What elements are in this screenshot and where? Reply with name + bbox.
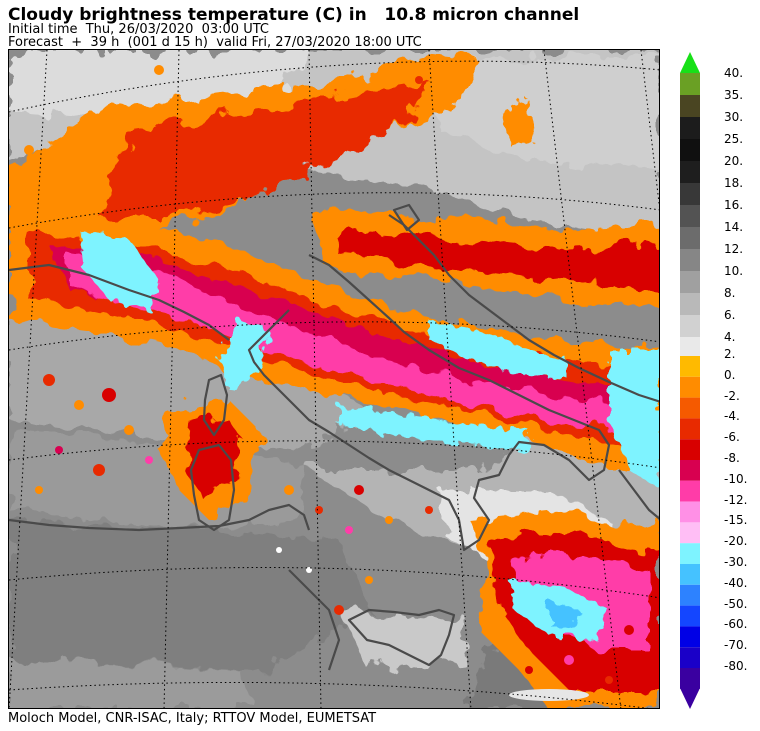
balkan-coastline xyxy=(388,214,659,403)
colorbar-tick-label: -60. xyxy=(724,617,748,632)
colorbar-tick-label: -15. xyxy=(724,513,748,528)
colorbar-tick-label: 6. xyxy=(724,308,736,322)
colorbar-segment xyxy=(680,584,700,606)
colorbar-segment xyxy=(680,439,700,460)
colorbar-tick-label: 2. xyxy=(724,347,736,361)
graticule xyxy=(9,50,659,708)
colorbar-tick-label: 18. xyxy=(724,176,744,190)
data-source-footer: Moloch Model, CNR-ISAC, Italy; RTTOV Mod… xyxy=(8,711,377,726)
colorbar-segment xyxy=(680,397,700,419)
map-canvas xyxy=(9,50,659,708)
colorbar-tick-label: -8. xyxy=(724,451,740,465)
french-coastline xyxy=(9,263,230,341)
colorbar-segment xyxy=(680,564,700,585)
colorbar-tick-label: 40. xyxy=(724,66,744,80)
colorbar-segment xyxy=(680,647,700,668)
north-africa-coastline xyxy=(9,503,311,532)
colorbar-tick-label: 25. xyxy=(724,132,744,146)
chart-title: Cloudy brightness temperature (C) in 10.… xyxy=(8,5,580,25)
colorbar-segment xyxy=(680,293,700,315)
colorbar-segment xyxy=(680,543,700,564)
colorbar-segment xyxy=(680,376,700,398)
colorbar-tick-label: 4. xyxy=(724,330,736,344)
colorbar-segment xyxy=(680,626,700,648)
colorbar-segment xyxy=(680,95,700,117)
colorbar-segment xyxy=(680,73,700,95)
colorbar-tick-label: -70. xyxy=(724,638,748,653)
colorbar-tick-label: -4. xyxy=(724,409,740,424)
sicily-coastline xyxy=(347,608,456,667)
colorbar-segment xyxy=(680,668,700,689)
colorbar-segment xyxy=(680,605,700,627)
colorbar-tick-label: 12. xyxy=(724,242,744,256)
colorbar-tick-label: -10. xyxy=(724,471,748,486)
colorbar-tick-label: 35. xyxy=(724,88,744,102)
istria-coastline xyxy=(392,203,421,232)
colorbar-lower-segments xyxy=(680,356,700,689)
scattered-convective-cells xyxy=(24,65,634,701)
colorbar-tick-label: -80. xyxy=(724,659,748,673)
colorbar-segment xyxy=(680,139,700,161)
coldest-cloud-tops xyxy=(79,100,659,640)
colorbar-tick-label: -6. xyxy=(724,430,740,445)
colorbar-segment xyxy=(680,271,700,293)
colorbar-segment xyxy=(680,501,700,523)
colorbar-tick-label: 14. xyxy=(724,220,744,234)
colorbar-segment xyxy=(680,315,700,337)
colorbar-tick-label: -30. xyxy=(724,555,748,569)
colorbar-segment xyxy=(680,418,700,440)
colorbar-segment xyxy=(680,183,700,205)
cold-cloud-bands xyxy=(9,55,659,708)
colorbar-upper-segments xyxy=(680,73,700,359)
greece-coastline xyxy=(618,469,659,520)
colorbar-segment xyxy=(680,227,700,249)
colorbar-segment xyxy=(680,117,700,139)
colorbar-segment xyxy=(680,480,700,502)
initial-time-text: Initial time Thu, 26/03/2020 03:00 UTC xyxy=(8,22,269,37)
colorbar-tick-label: 20. xyxy=(724,154,744,168)
colorbar-tick-label: -40. xyxy=(724,575,748,590)
colorbar-tick-label: 0. xyxy=(724,367,736,382)
colorbar-segment xyxy=(680,249,700,271)
colorbar-tick-label: 30. xyxy=(724,110,744,124)
colorbar-segment xyxy=(680,161,700,183)
colorbar-segment xyxy=(680,356,700,377)
colorbar-tick-label: -20. xyxy=(724,534,748,549)
colorbar-tick-label: 8. xyxy=(724,286,736,300)
colorbar-bottom-arrow xyxy=(680,688,700,709)
colorbar-segment xyxy=(680,460,700,481)
colorbar-segment xyxy=(680,205,700,227)
colorbar-tick-label: -50. xyxy=(724,596,748,611)
colorbar-segment xyxy=(680,522,700,544)
tunisia-coastline xyxy=(288,569,341,671)
colorbar-tick-label: -12. xyxy=(724,492,748,507)
colorbar-tick-label: -2. xyxy=(724,388,740,403)
corsica-coastline xyxy=(202,373,229,437)
coastlines xyxy=(9,203,659,671)
colorbar-top-arrow xyxy=(680,52,700,73)
colorbar-segment xyxy=(680,337,700,359)
italy-coastline xyxy=(247,254,611,552)
colorbar-tick-label: 16. xyxy=(724,198,744,212)
colorbar-tick-label: 10. xyxy=(724,264,744,278)
forecast-valid-text: Forecast + 39 h (001 d 15 h) valid Fri, … xyxy=(8,35,422,50)
brightness-temperature-map xyxy=(8,49,660,709)
